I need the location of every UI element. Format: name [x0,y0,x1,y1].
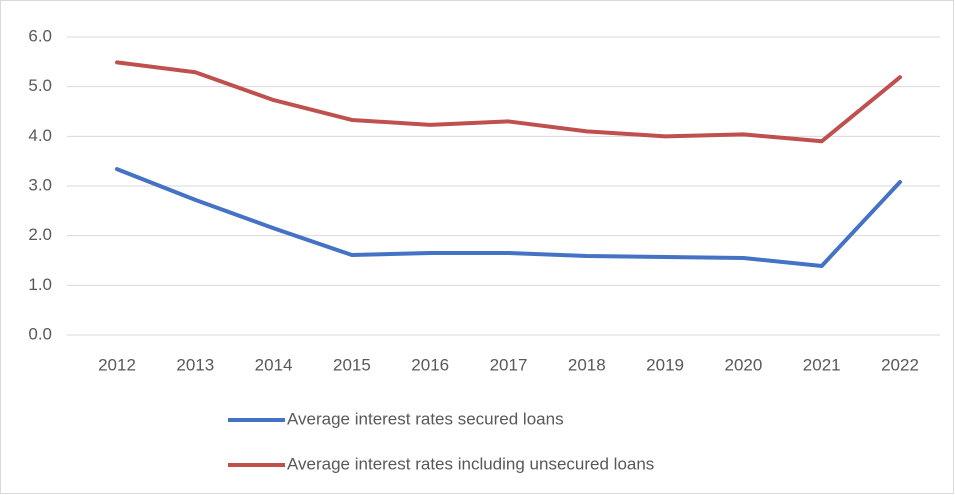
x-tick-label: 2022 [881,355,919,374]
y-tick-label: 2.0 [28,225,52,244]
legend-label: Average interest rates including unsecur… [287,454,654,473]
x-tick-label: 2018 [568,355,606,374]
x-tick-label: 2015 [333,355,371,374]
x-tick-label: 2019 [646,355,684,374]
x-tick-label: 2013 [176,355,214,374]
x-tick-label: 2014 [255,355,293,374]
y-tick-label: 6.0 [28,26,52,45]
series-line [115,167,902,268]
y-tick-label: 4.0 [28,126,52,145]
x-tick-label: 2016 [411,355,449,374]
legend-label: Average interest rates secured loans [287,409,564,428]
x-tick-label: 2021 [803,355,841,374]
x-tick-label: 2020 [724,355,762,374]
y-tick-label: 3.0 [28,175,52,194]
series-line [115,60,902,144]
x-tick-label: 2012 [98,355,136,374]
y-tick-label: 5.0 [28,76,52,95]
y-tick-label: 0.0 [28,324,52,343]
x-tick-label: 2017 [490,355,528,374]
y-tick-label: 1.0 [28,275,52,294]
